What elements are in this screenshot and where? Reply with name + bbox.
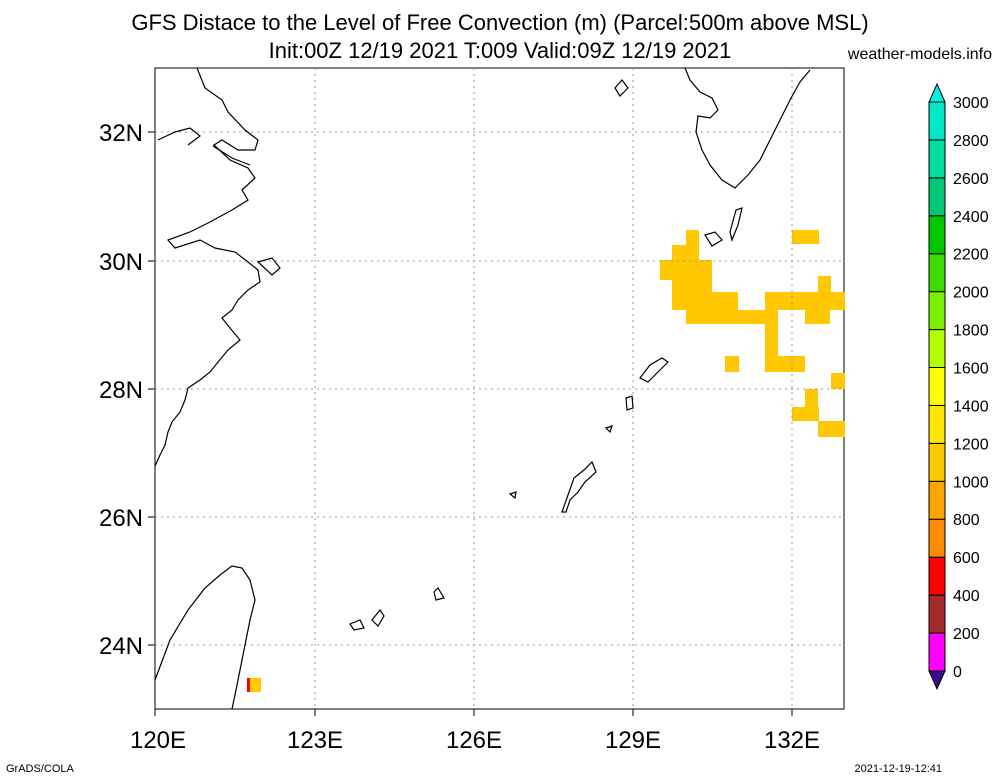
colorbar-swatch	[928, 139, 946, 179]
site-credit: weather-models.info	[847, 46, 992, 63]
colorbar-label: 0	[953, 664, 962, 681]
colorbar-swatch	[928, 594, 946, 634]
colorbar-label: 2200	[953, 247, 989, 264]
colorbar-label: 1600	[953, 361, 989, 378]
colorbar-swatch	[928, 442, 946, 482]
colorbar-label: 1000	[953, 474, 989, 491]
colorbar-lower-triangle	[928, 670, 946, 691]
colorbar-label: 2800	[953, 133, 989, 150]
colorbar: 0 200 400 600 800 1000 1200 1400 1600 1800 2000 220…	[928, 82, 989, 691]
colorbar-label: 1400	[953, 398, 989, 415]
shaded-area-taiwan	[247, 678, 261, 692]
colorbar-swatch	[928, 518, 946, 558]
colorbar-label: 1800	[953, 323, 989, 340]
colorbar-label: 200	[953, 626, 980, 643]
colorbar-swatch	[928, 556, 946, 596]
footer-timestamp: 2021-12-19-12:41	[854, 763, 942, 775]
lon-label: 120E	[130, 727, 186, 754]
axis-ticks	[148, 131, 793, 716]
footer-credit: GrADS/COLA	[6, 763, 74, 775]
lon-label: 129E	[605, 727, 661, 754]
colorbar-swatch	[928, 291, 946, 331]
colorbar-label: 1200	[953, 436, 989, 453]
colorbar-label: 2000	[953, 285, 989, 302]
colorbar-swatch	[928, 215, 946, 255]
colorbar-swatch	[928, 177, 946, 217]
colorbar-swatch	[928, 404, 946, 444]
lon-label: 132E	[764, 727, 820, 754]
colorbar-label: 600	[953, 550, 980, 567]
lat-label: 26N	[99, 505, 143, 532]
lat-lon-grid	[155, 68, 844, 709]
colorbar-swatch	[928, 632, 946, 672]
colorbar-label: 2400	[953, 209, 989, 226]
colorbar-upper-triangle	[928, 82, 946, 103]
lat-labels: 24N 26N 28N 30N 32N	[99, 120, 143, 660]
lat-label: 24N	[99, 633, 143, 660]
coastlines	[154, 67, 811, 710]
colorbar-label: 400	[953, 588, 980, 605]
colorbar-swatch	[928, 101, 946, 141]
lon-label: 126E	[446, 727, 502, 754]
colorbar-swatch	[928, 480, 946, 520]
lat-label: 30N	[99, 249, 143, 276]
colorbar-label: 2600	[953, 171, 989, 188]
lat-label: 28N	[99, 377, 143, 404]
colorbar-label: 800	[953, 512, 980, 529]
shaded-area-east	[660, 230, 845, 437]
map-title: GFS Distace to the Level of Free Convect…	[131, 10, 869, 35]
lat-label: 32N	[99, 120, 143, 147]
colorbar-swatch	[928, 329, 946, 369]
lon-labels: 120E 123E 126E 129E 132E	[130, 727, 820, 754]
lon-label: 123E	[287, 727, 343, 754]
colorbar-label: 3000	[953, 95, 989, 112]
map-subtitle: Init:00Z 12/19 2021 T:009 Valid:09Z 12/1…	[268, 38, 732, 63]
colorbar-swatch	[928, 253, 946, 293]
colorbar-swatch	[928, 367, 946, 406]
